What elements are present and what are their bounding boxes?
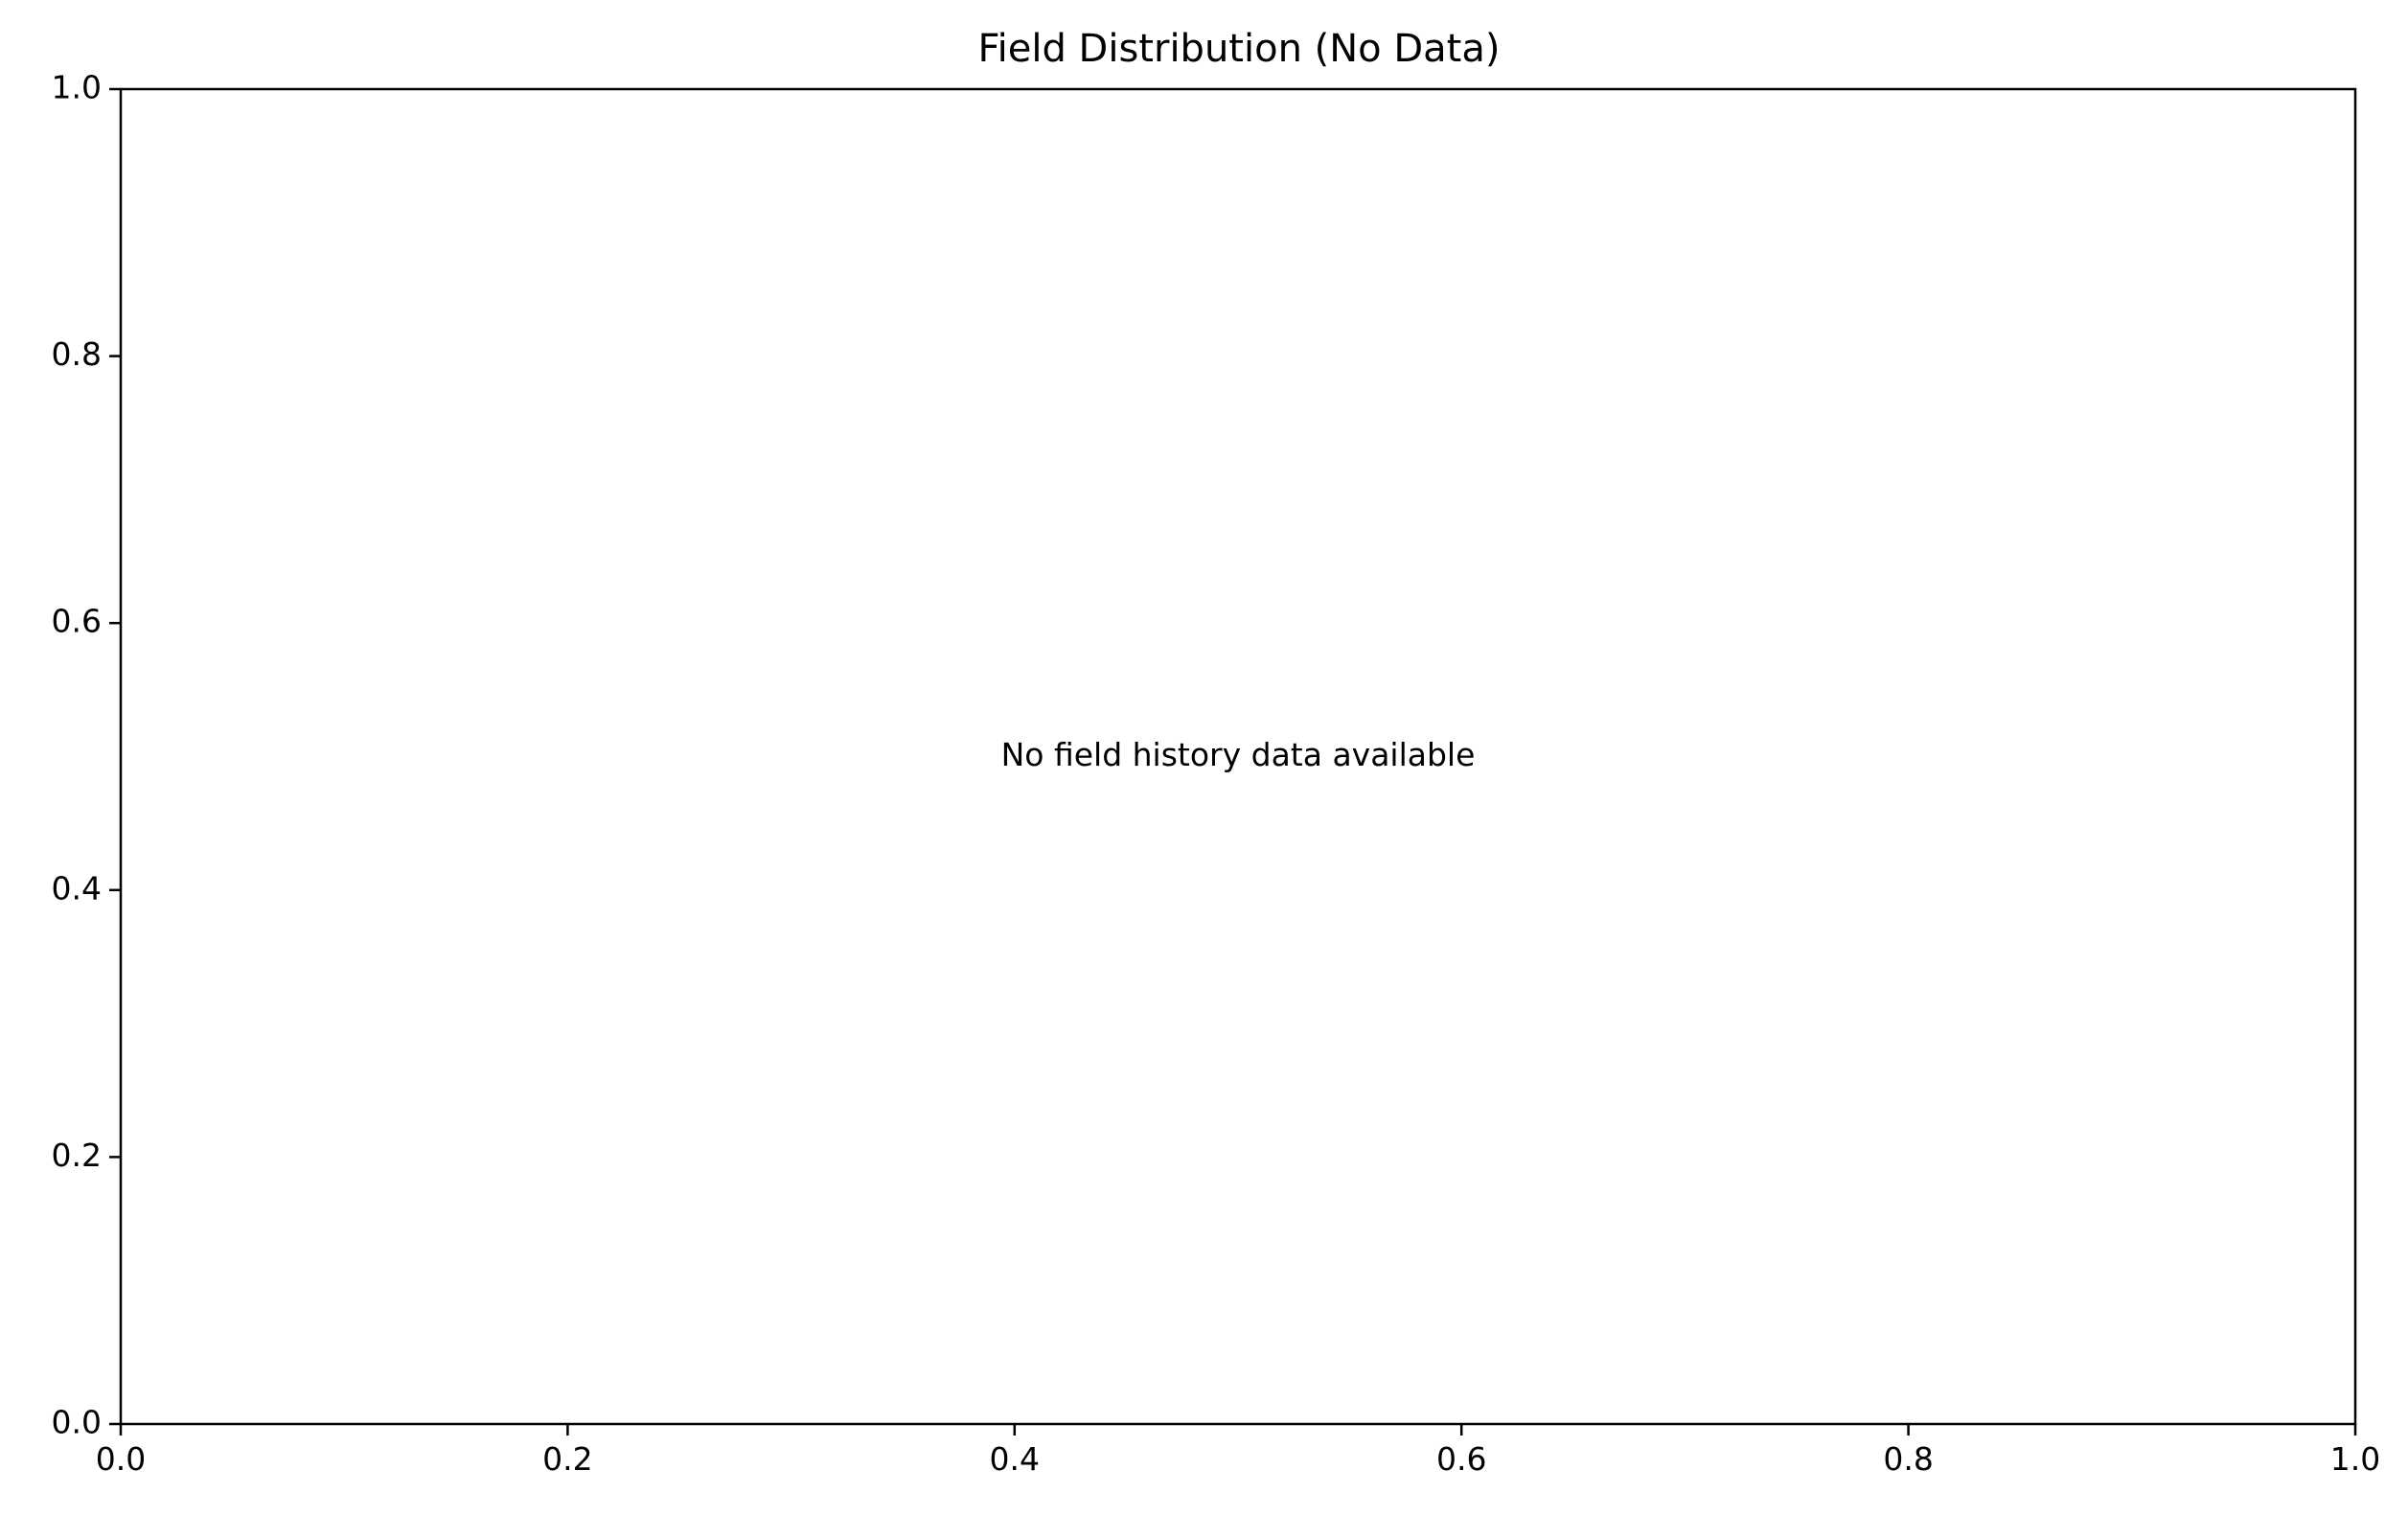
y-tick-label: 0.8 <box>52 335 102 373</box>
y-tick-label: 1.0 <box>52 69 102 106</box>
y-tick-label: 0.2 <box>52 1137 102 1174</box>
plot-area-frame <box>119 87 2357 1426</box>
x-tick-label: 0.6 <box>1436 1440 1486 1478</box>
x-tick-label: 1.0 <box>2330 1440 2380 1478</box>
y-tick-label: 0.0 <box>52 1404 102 1441</box>
x-tick-label: 0.0 <box>96 1440 146 1478</box>
x-tick-label: 0.2 <box>542 1440 592 1478</box>
x-axis-ticks: 0.0 0.2 0.4 0.6 0.8 1.0 <box>96 1424 2380 1478</box>
y-axis-ticks: 0.0 0.2 0.4 0.6 0.8 1.0 <box>52 69 121 1441</box>
chart-title: Field Distribution (No Data) <box>978 27 1501 71</box>
no-data-message: No field history data available <box>1001 736 1476 773</box>
y-tick-label: 0.6 <box>52 603 102 640</box>
y-tick-label: 0.4 <box>52 869 102 907</box>
x-tick-label: 0.8 <box>1883 1440 1933 1478</box>
x-tick-label: 0.4 <box>990 1440 1040 1478</box>
